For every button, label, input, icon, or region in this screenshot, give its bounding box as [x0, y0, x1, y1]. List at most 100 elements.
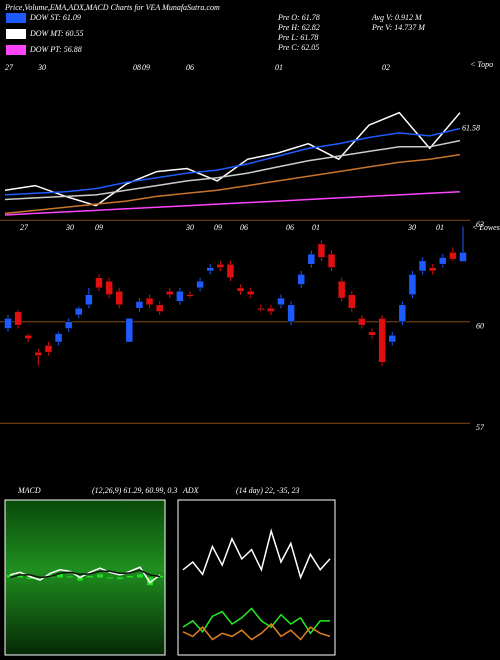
series-line [4, 153, 461, 215]
candle-body [24, 335, 32, 339]
page-title: Price,Volume,EMA,ADX,MACD Charts for VEA… [4, 3, 220, 12]
candle-body [186, 294, 194, 297]
candle-body [257, 307, 265, 311]
histogram-bar [137, 574, 143, 578]
candle-body [459, 252, 467, 262]
legend-label: DOW ST: 61.09 [29, 13, 81, 22]
series-line [4, 127, 461, 196]
y-tick-label: 60 [476, 322, 484, 331]
candle-body [135, 301, 144, 309]
candle-body [368, 331, 376, 336]
x-tick-label: 09 [95, 223, 103, 232]
stat-label: Pre H: 62.82 [277, 23, 320, 32]
candle-body [206, 267, 214, 272]
series-line [182, 528, 331, 580]
x-tick-label: 30 [407, 223, 416, 232]
stat-label: Pre L: 61.78 [277, 33, 318, 42]
candle-body [64, 321, 73, 329]
x-tick-label: 06 [240, 223, 248, 232]
candle-body [378, 318, 386, 363]
x-tick-label: 06 [286, 223, 294, 232]
macd-title: MACD [17, 486, 41, 495]
candle-body [95, 277, 103, 289]
x-tick-label: 09 [142, 63, 150, 72]
adx-title: ADX [182, 486, 200, 495]
x-tick-label: 27 [5, 63, 14, 72]
corner-label: < Lowes [472, 223, 500, 232]
x-tick-label: 01 [275, 63, 283, 72]
candle-body [105, 280, 113, 295]
candle-body [216, 263, 225, 268]
histogram-bar [127, 575, 133, 578]
series-line [182, 607, 330, 635]
x-tick-label: 30 [65, 223, 74, 232]
candle-body [307, 253, 316, 265]
candle-body [4, 318, 12, 329]
candle-body [398, 304, 407, 322]
legend-label: DOW MT: 60.55 [29, 29, 84, 38]
stat-label: Pre C: 62.05 [277, 43, 319, 52]
x-tick-label: 06 [186, 63, 194, 72]
stat-label: Avg V: 0.912 M [371, 13, 423, 22]
x-tick-label: 30 [185, 223, 194, 232]
series-line [4, 139, 461, 201]
candle-body [317, 243, 326, 258]
series-line [4, 111, 461, 207]
x-tick-label: 01 [436, 223, 444, 232]
histogram-bar [97, 574, 103, 578]
histogram-bar [27, 577, 33, 580]
histogram-bar [7, 574, 13, 578]
series-line [9, 569, 161, 579]
candle-body [337, 280, 346, 299]
histogram-bar [77, 577, 83, 581]
x-tick-label: 08 [133, 63, 141, 72]
legend-label: DOW PT: 56.88 [29, 45, 82, 54]
candle-body [226, 263, 235, 278]
candle-body [166, 291, 174, 295]
x-tick-label: 01 [312, 223, 320, 232]
candle-body [277, 297, 285, 306]
histogram-bar [17, 574, 23, 578]
candle-body [428, 267, 437, 272]
stat-label: Pre O: 61.78 [277, 13, 320, 22]
macd-subtitle: (12,26,9) 61.29, 60.99, 0.3 [92, 486, 177, 495]
histogram-bar [117, 577, 123, 580]
candle-body [155, 304, 164, 312]
candle-body [236, 287, 245, 292]
y-tick-label: 63 [476, 220, 484, 229]
candle-body [196, 280, 204, 289]
candle-body [125, 318, 134, 343]
histogram-bar [57, 573, 63, 578]
series-line [182, 622, 331, 641]
stat-label: Pre V: 14.737 M [371, 23, 426, 32]
candle-body [418, 260, 427, 272]
x-tick-label: 02 [382, 63, 390, 72]
histogram-bar [157, 575, 163, 578]
candle-body [115, 291, 123, 306]
candle-body [348, 294, 356, 309]
end-label: 61.58 [462, 123, 480, 132]
candle-body [297, 274, 305, 285]
corner-label: < Topo [470, 60, 493, 69]
y-tick-label: 57 [476, 423, 485, 432]
candle-body [327, 253, 336, 268]
x-tick-label: 27 [20, 223, 29, 232]
candle-body [388, 335, 396, 343]
candle-body [449, 252, 457, 260]
legend-swatch [6, 29, 26, 39]
adx-subtitle: (14 day) 22, -35, 23 [236, 486, 300, 495]
histogram-bar [67, 576, 73, 578]
candle-body [176, 291, 184, 302]
x-tick-label: 30 [37, 63, 46, 72]
candle-body [85, 294, 93, 306]
series-line [4, 191, 461, 216]
candle-body [54, 333, 63, 343]
candle-body [287, 304, 295, 322]
histogram-bar [107, 577, 113, 579]
candle-body [145, 297, 154, 306]
candle-body [267, 307, 275, 312]
candle-body [358, 318, 366, 326]
x-tick-label: 09 [214, 223, 222, 232]
candle-body [439, 257, 447, 265]
